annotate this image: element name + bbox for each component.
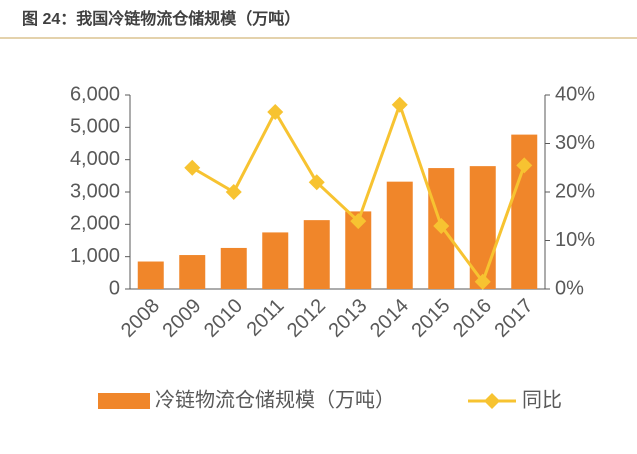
x-tick-label: 2016 (449, 295, 496, 342)
y-tick-label: 6,000 (70, 83, 120, 105)
line-marker (267, 103, 284, 120)
x-tick-label: 2015 (407, 295, 454, 342)
bar (303, 220, 330, 289)
x-tick-label: 2008 (117, 295, 164, 342)
x-tick-label: 2010 (200, 295, 247, 342)
legend-marker (484, 393, 500, 409)
legend-label: 冷链物流仓储规模（万吨） (155, 388, 395, 411)
line-marker (350, 213, 367, 230)
x-tick-label: 2017 (490, 295, 537, 342)
bar (179, 255, 206, 289)
x-tick-label: 2009 (158, 295, 205, 342)
bar (137, 261, 164, 289)
line-marker (391, 96, 408, 113)
y-tick-label: 2,000 (70, 213, 120, 235)
y-tick-label: 4,000 (70, 148, 120, 170)
x-tick-label: 2011 (243, 295, 289, 341)
bar (262, 232, 289, 289)
line-marker (516, 157, 533, 174)
y2-tick-label: 30% (555, 132, 595, 154)
bar (220, 247, 247, 289)
y2-tick-label: 20% (555, 180, 595, 202)
chart-title: 图 24：我国冷链物流仓储规模（万吨） (22, 9, 300, 28)
y-tick-label: 0 (109, 277, 120, 299)
x-tick-label: 2012 (283, 295, 330, 342)
y-tick-label: 5,000 (70, 116, 120, 138)
line-marker (474, 273, 491, 290)
legend-label: 同比 (522, 388, 562, 411)
legend-swatch (98, 393, 150, 409)
x-tick-label: 2013 (324, 295, 371, 342)
y-tick-label: 3,000 (70, 180, 120, 202)
y2-tick-label: 10% (555, 229, 595, 251)
line-marker (308, 174, 325, 191)
line-marker (433, 217, 450, 234)
y-tick-label: 1,000 (70, 245, 120, 267)
y2-tick-label: 40% (555, 83, 595, 105)
bar (386, 181, 413, 289)
x-tick-label: 2014 (366, 295, 413, 342)
line-marker (225, 184, 242, 200)
line-marker (184, 159, 201, 176)
y2-tick-label: 0% (555, 277, 584, 299)
